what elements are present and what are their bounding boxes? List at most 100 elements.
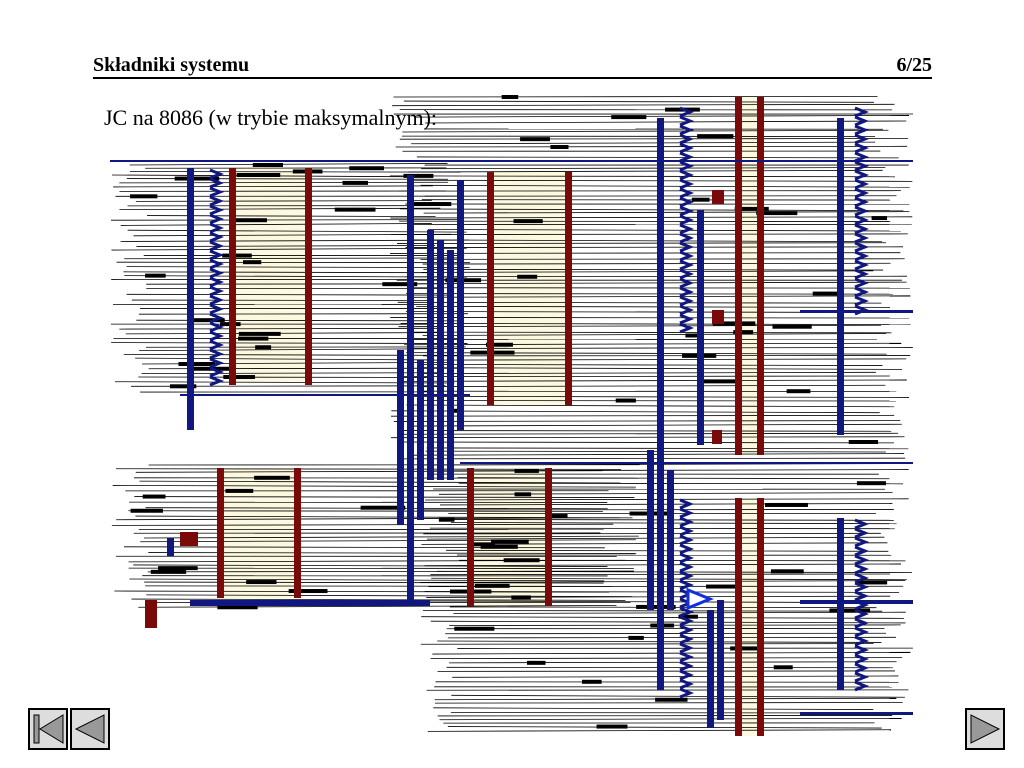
pin-block <box>174 176 220 181</box>
pin-stub <box>209 222 225 234</box>
pin-block <box>678 614 698 619</box>
wire <box>120 223 432 226</box>
pin-stub <box>854 626 870 638</box>
pin-stub <box>854 124 870 136</box>
wire <box>147 570 634 573</box>
wire <box>417 371 876 374</box>
wire <box>390 175 895 178</box>
wire <box>405 275 908 278</box>
pin-stub <box>679 151 695 163</box>
wire <box>131 598 626 601</box>
pin-stub <box>854 644 870 656</box>
wire <box>416 305 890 308</box>
pin-block <box>520 137 550 142</box>
pin-stub <box>854 196 870 208</box>
pin-block <box>158 566 198 571</box>
pin-stub <box>679 322 695 334</box>
chip-pin-row <box>229 168 236 385</box>
wire <box>420 509 894 511</box>
wire <box>129 163 448 166</box>
next-slide-button[interactable] <box>965 708 1005 750</box>
first-slide-button[interactable] <box>28 708 68 750</box>
button-icon <box>74 714 105 744</box>
wire <box>430 620 906 624</box>
wire <box>393 420 901 422</box>
wire <box>123 354 461 356</box>
pin-stub <box>679 687 695 699</box>
pin-block <box>225 488 254 493</box>
wire <box>432 651 911 655</box>
pin-stub <box>854 178 870 190</box>
pin-block <box>288 589 328 594</box>
wire <box>402 129 889 133</box>
pin-stub <box>679 525 695 537</box>
pin-block <box>485 342 513 347</box>
pin-block <box>150 569 187 574</box>
body-text: JC na 8086 (w trybie maksymalnym): <box>104 105 438 130</box>
bus <box>457 180 464 430</box>
pin-stub <box>854 599 870 611</box>
wire <box>422 333 887 336</box>
pin-stub <box>679 669 695 681</box>
pin-block <box>142 494 166 499</box>
wire <box>126 293 451 296</box>
pin-block <box>517 274 538 279</box>
pin-stub <box>209 330 225 342</box>
wire <box>414 115 910 118</box>
bus <box>407 370 414 520</box>
wire <box>135 357 435 361</box>
pin-block <box>238 336 269 341</box>
pin-stub <box>209 375 225 387</box>
pin-stub <box>679 178 695 190</box>
bus <box>657 118 664 690</box>
wire <box>400 323 911 325</box>
wire <box>445 632 887 635</box>
pin-stub <box>209 357 225 369</box>
pin-stub <box>679 516 695 528</box>
pin-stub <box>679 214 695 226</box>
pin-stub <box>854 160 870 172</box>
bus <box>800 310 913 313</box>
pin-stub <box>679 232 695 244</box>
pin-stub <box>679 124 695 136</box>
wire <box>124 546 605 549</box>
pin-block <box>611 115 647 120</box>
chip-pin-row <box>757 97 764 455</box>
previous-slide-button[interactable] <box>70 708 110 750</box>
pin-block <box>550 514 568 519</box>
pin-stub <box>854 277 870 289</box>
pin-stub <box>854 572 870 584</box>
pin-stub <box>679 133 695 145</box>
wire <box>399 430 892 432</box>
buffer-symbol <box>686 587 714 611</box>
wire <box>420 184 910 188</box>
pin-stub <box>209 339 225 351</box>
wire <box>405 311 879 313</box>
pin-block <box>178 361 216 366</box>
pin-block <box>596 724 628 729</box>
pin-stub <box>679 678 695 690</box>
pin-stub <box>209 168 225 180</box>
wire <box>129 578 605 582</box>
pin-block <box>706 584 740 589</box>
chip-pin-row <box>565 172 572 405</box>
pin-stub <box>854 223 870 235</box>
pin-stub <box>209 312 225 324</box>
pin-block <box>130 508 163 513</box>
wire <box>439 717 902 721</box>
bus <box>717 600 724 720</box>
wire <box>404 457 906 460</box>
pin-stub <box>679 169 695 181</box>
wire <box>413 239 883 243</box>
pin-stub <box>679 115 695 127</box>
pin-block <box>636 604 676 609</box>
wire <box>421 542 888 545</box>
pin-stub <box>209 231 225 243</box>
pin-stub <box>679 606 695 618</box>
pin-stub <box>854 662 870 674</box>
pin-stub <box>679 259 695 271</box>
pin-stub <box>854 304 870 316</box>
wire <box>422 262 891 265</box>
wire <box>426 447 909 450</box>
